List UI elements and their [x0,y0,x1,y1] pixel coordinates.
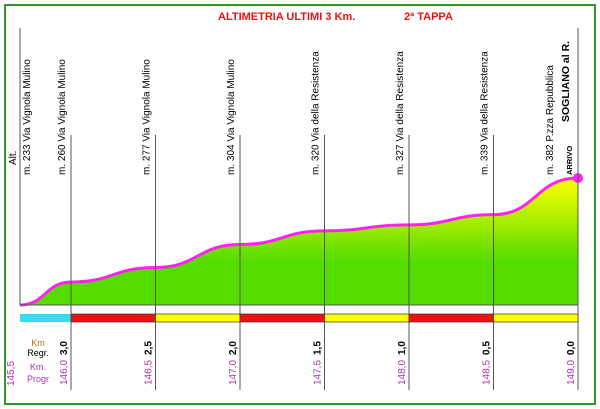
km-regr-value: 2,0 [228,341,239,355]
waypoint-label: m. 277 Via Vignola Mulino [142,59,153,175]
km-progr-value: 146,5 [144,360,155,385]
waypoint-label: m. 260 Via Vignola Mulino [57,59,68,175]
km-segment [239,313,325,323]
km-progr-label: Km. [30,362,46,372]
km-progr-value: 146,0 [59,360,70,385]
chart-title: ALTIMETRIA ULTIMI 3 Km. [218,11,355,23]
km-progr-value: 149,0 [566,360,577,385]
finish-tag: ARRIVO [565,146,574,175]
km-progr-value: 147,0 [228,360,239,385]
waypoint-label: m. 304 Via Vignola Mulino [226,59,237,175]
km-regr-value: 0,5 [482,341,493,355]
km-progr-start: 145,5 [6,361,17,386]
km-progr-label: Progr [27,374,49,384]
km-regr-label: Regr. [27,348,49,358]
waypoint-label: m. 382 P.zza Repubblica [545,65,556,175]
km-segment [493,313,579,323]
km-regr-value: 1,5 [313,341,324,355]
y-axis-label: Alt. [8,151,19,165]
km-segment [408,313,494,323]
km-segment [70,313,156,323]
chart-frame [4,4,596,405]
km-regr-value: 3,0 [59,341,70,355]
profile-area [20,178,578,305]
km-segment [20,314,71,322]
km-segment [324,313,410,323]
waypoint-label: m. 320 Via della Resistenza [311,51,322,175]
km-regr-value: 2,5 [144,341,155,355]
km-regr-value: 0,0 [566,341,577,355]
km-regr-label: Km [31,338,45,348]
km-segment [155,313,241,323]
chart-subtitle: 2ª TAPPA [404,11,453,23]
km-regr-value: 1,0 [397,341,408,355]
waypoint-label: m. 327 Via della Resistenza [395,51,406,175]
finish-label: SOGLIANO al R. [560,41,572,122]
waypoint-label: m. 233 Via Vignola Mulino [22,59,33,175]
waypoint-label: m. 339 Via della Resistenza [480,51,491,175]
km-progr-value: 147,5 [313,360,324,385]
km-progr-value: 148,5 [482,360,493,385]
km-progr-value: 148,0 [397,360,408,385]
